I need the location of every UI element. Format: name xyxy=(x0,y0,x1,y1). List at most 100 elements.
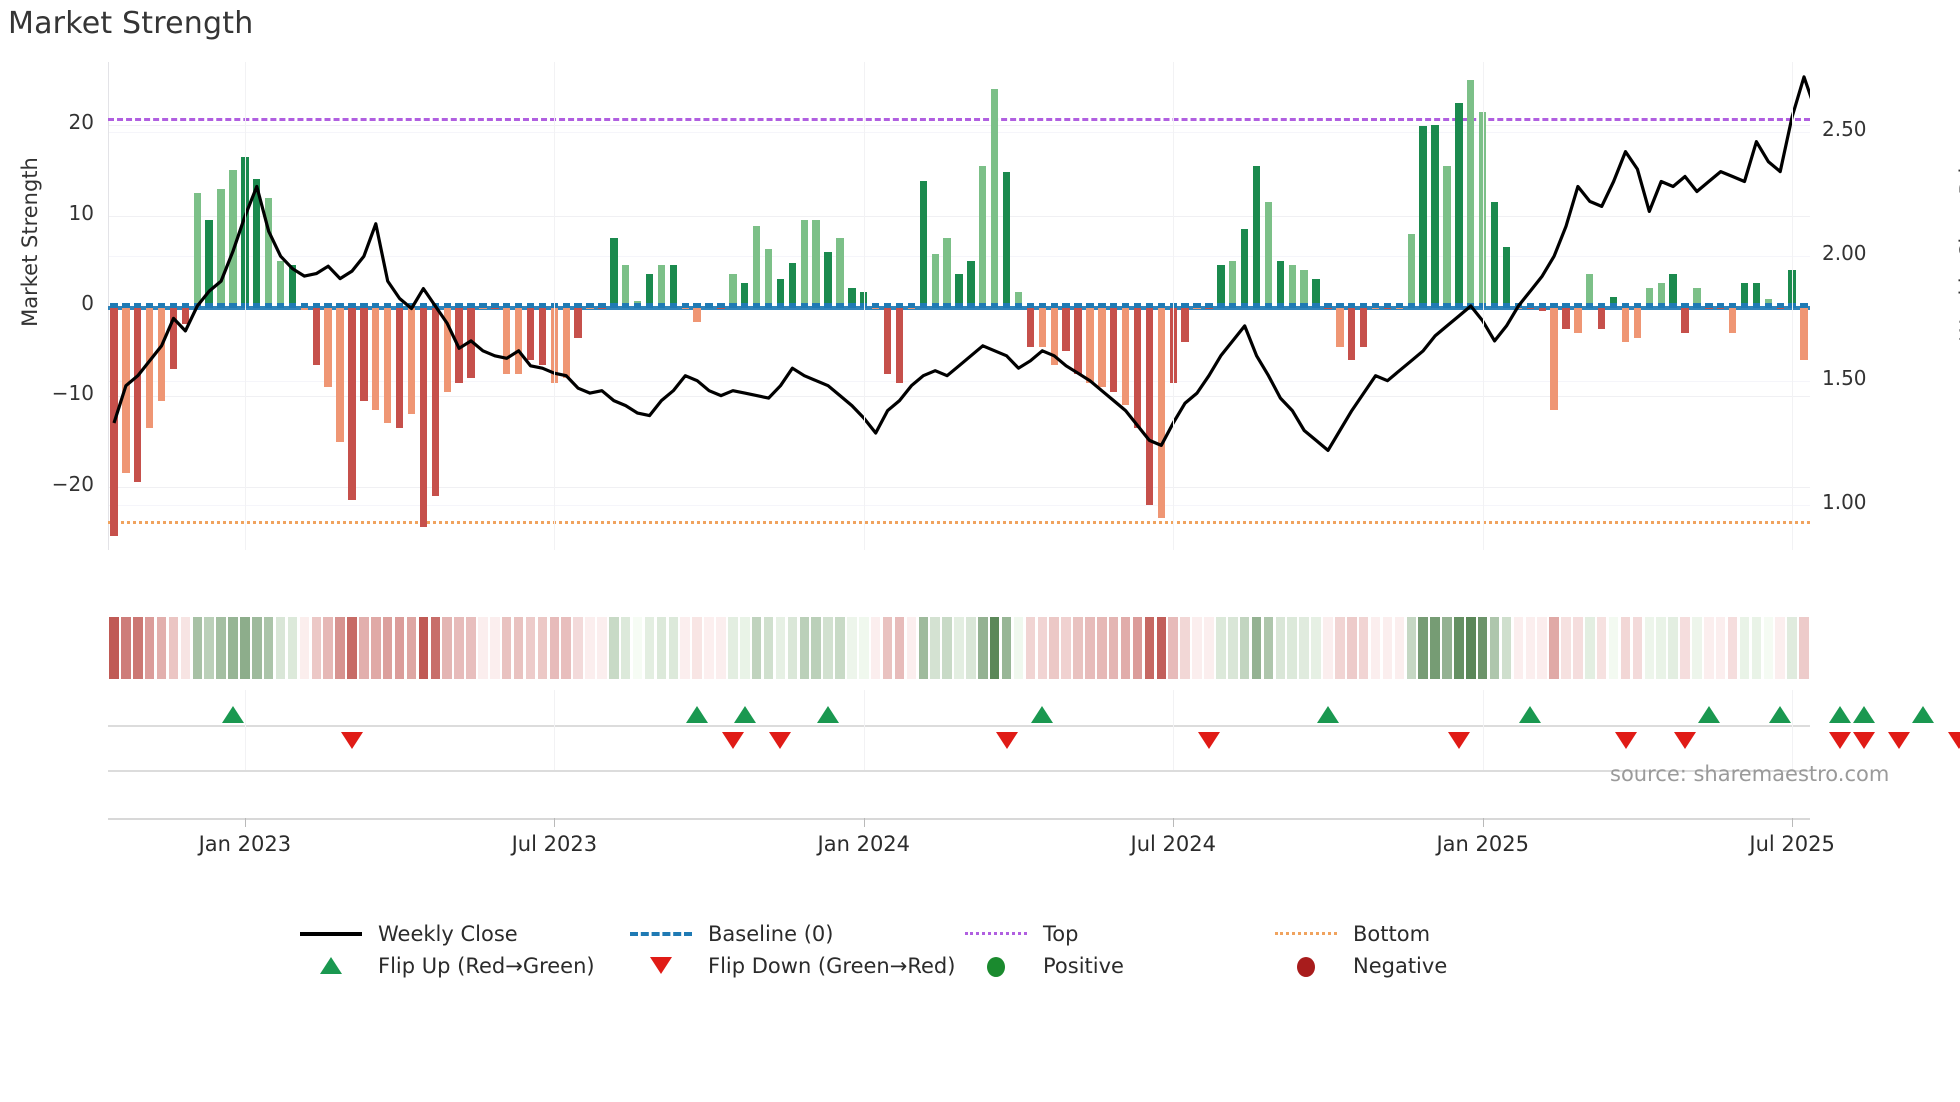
flip-down-marker xyxy=(769,732,792,749)
baseline-segment xyxy=(145,303,154,308)
heatmap-cell xyxy=(1239,617,1250,679)
baseline-segment xyxy=(1586,303,1594,308)
baseline-segment xyxy=(848,303,856,308)
strength-bar xyxy=(1074,306,1082,374)
heatmap-cell xyxy=(1299,617,1309,679)
strength-bar xyxy=(1502,247,1511,306)
baseline-segment xyxy=(1490,303,1499,308)
strength-bar xyxy=(1359,306,1368,347)
strength-bar xyxy=(1181,306,1189,343)
strength-bar xyxy=(1574,306,1582,334)
strength-bar xyxy=(419,306,428,528)
strength-bar xyxy=(550,306,558,383)
heatmap-cell xyxy=(656,617,667,679)
baseline-segment xyxy=(1538,303,1546,308)
heatmap-cell xyxy=(204,617,214,679)
legend-item[interactable]: Baseline (0) xyxy=(630,922,833,946)
baseline-segment xyxy=(562,303,570,308)
heatmap-cell xyxy=(418,617,429,679)
heatmap-cell xyxy=(989,617,1000,679)
legend-item[interactable]: Top xyxy=(965,922,1078,946)
heatmap-cell xyxy=(228,617,238,679)
strength-bar xyxy=(1538,306,1546,311)
legend-item[interactable]: Positive xyxy=(965,954,1124,978)
legend-item[interactable]: Bottom xyxy=(1275,922,1430,946)
legend-item[interactable]: Flip Up (Red→Green) xyxy=(300,954,595,978)
baseline-segment xyxy=(1359,303,1368,308)
baseline-segment xyxy=(1110,303,1118,308)
baseline-segment xyxy=(491,303,499,308)
x-axis-tick-label: Jul 2024 xyxy=(1130,832,1216,856)
flip-marker-band xyxy=(108,690,1960,770)
baseline-segment xyxy=(110,303,118,308)
legend-item[interactable]: Flip Down (Green→Red) xyxy=(630,954,955,978)
chart-legend: Weekly Close Baseline (0) Top Bottom Flip Up… xyxy=(300,922,1700,1032)
legend-item[interactable]: Weekly Close xyxy=(300,922,518,946)
legend-label: Flip Up (Red→Green) xyxy=(378,954,595,978)
strength-bar xyxy=(919,181,927,306)
baseline-segment xyxy=(264,303,273,308)
flip-up-marker xyxy=(1031,706,1054,723)
baseline-segment xyxy=(812,303,820,308)
heatmap-cell xyxy=(1692,617,1702,679)
heatmap-cell xyxy=(632,617,643,679)
heatmap-cell xyxy=(1216,617,1226,679)
gridline-secondary xyxy=(108,380,1810,382)
baseline-segment xyxy=(681,303,689,308)
baseline-segment xyxy=(1193,303,1201,308)
baseline-segment xyxy=(574,303,582,308)
strength-bar xyxy=(800,220,808,306)
baseline-segment xyxy=(1669,303,1677,308)
heatmap-cell xyxy=(644,617,655,679)
heatmap-cell xyxy=(430,617,441,679)
flip-up-marker xyxy=(817,706,840,723)
vertical-gridline xyxy=(554,690,556,770)
baseline-segment xyxy=(1157,303,1166,308)
baseline-segment xyxy=(395,303,404,308)
heatmap-cell xyxy=(287,617,298,679)
baseline-segment xyxy=(967,303,975,308)
heatmap-cell xyxy=(1549,617,1559,679)
strength-bar xyxy=(1419,126,1427,306)
strength-bar xyxy=(1276,260,1285,306)
baseline-segment xyxy=(288,303,297,308)
strength-bar xyxy=(324,306,332,388)
heatmap-cell xyxy=(585,617,595,679)
strength-bar xyxy=(288,265,297,306)
line-dashed-blue-icon xyxy=(630,924,692,944)
heatmap-cell xyxy=(1049,617,1059,679)
strength-bar xyxy=(895,306,904,383)
strength-bar xyxy=(134,306,142,483)
heatmap-cell xyxy=(1573,617,1583,679)
heatmap-cell xyxy=(1727,617,1738,679)
baseline-segment xyxy=(122,303,130,308)
legend-label: Positive xyxy=(1043,954,1124,978)
heatmap-cell xyxy=(1037,617,1048,679)
legend-item[interactable]: Negative xyxy=(1275,954,1447,978)
baseline-segment xyxy=(1383,303,1392,308)
strength-bar xyxy=(360,306,368,401)
heatmap-cell xyxy=(240,617,250,679)
vertical-gridline xyxy=(863,690,865,770)
main-plot-area xyxy=(108,62,1810,550)
baseline-segment xyxy=(943,303,951,308)
baseline-segment xyxy=(1776,303,1784,308)
baseline-segment xyxy=(300,303,309,308)
baseline-segment xyxy=(1300,303,1308,308)
heatmap-cell xyxy=(954,617,964,679)
heatmap-cell xyxy=(1370,617,1381,679)
heatmap-cell xyxy=(1787,617,1797,679)
baseline-segment xyxy=(1181,303,1189,308)
strength-bar xyxy=(1110,306,1118,392)
vertical-gridline xyxy=(1173,690,1175,770)
heatmap-cell xyxy=(263,617,274,679)
heatmap-cell xyxy=(609,617,619,679)
baseline-segment xyxy=(1395,303,1404,308)
reference-line-baseline xyxy=(108,306,1810,310)
reference-line-bottom xyxy=(108,521,1810,525)
baseline-segment xyxy=(991,303,999,308)
strength-bar xyxy=(562,306,570,379)
heatmap-cell xyxy=(192,617,203,679)
baseline-segment xyxy=(776,303,785,308)
strength-bar xyxy=(181,306,190,325)
